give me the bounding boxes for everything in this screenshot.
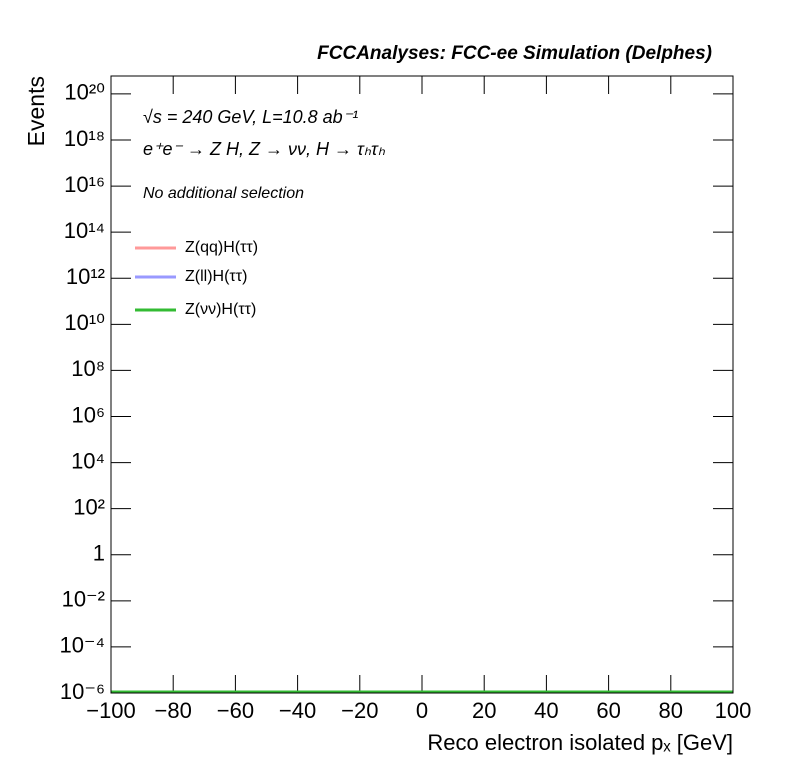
y-tick-label: 10⁸ bbox=[71, 356, 105, 381]
y-tick-label: 10² bbox=[73, 494, 105, 519]
x-tick-label: −20 bbox=[341, 698, 378, 723]
x-tick-label: −40 bbox=[279, 698, 316, 723]
y-tick-label: 10⁻⁶ bbox=[60, 679, 105, 704]
legend-label: Z(ll)H(ττ) bbox=[185, 268, 247, 285]
y-axis-label: Events bbox=[23, 76, 49, 146]
x-tick-label: −60 bbox=[217, 698, 254, 723]
y-tick-label: 10⁻⁴ bbox=[59, 633, 105, 658]
y-tick-label: 10⁻² bbox=[62, 587, 105, 612]
legend-label: Z(qq)H(ττ) bbox=[185, 239, 258, 256]
y-tick-label: 10¹⁸ bbox=[64, 126, 105, 151]
y-tick-label: 10²⁰ bbox=[64, 80, 105, 105]
x-tick-label: 80 bbox=[659, 698, 683, 723]
x-tick-label: −100 bbox=[86, 698, 136, 723]
annotation: √s = 240 GeV, L=10.8 ab⁻¹ bbox=[143, 107, 358, 127]
legend-label: Z(νν)H(ττ) bbox=[185, 301, 256, 318]
y-tick-label: 10¹⁴ bbox=[64, 218, 105, 243]
x-tick-label: 0 bbox=[416, 698, 428, 723]
y-tick-label: 10¹² bbox=[66, 264, 105, 289]
x-tick-label: 20 bbox=[472, 698, 496, 723]
y-tick-label: 10¹⁶ bbox=[64, 172, 105, 197]
x-tick-label: −80 bbox=[155, 698, 192, 723]
annotation: No additional selection bbox=[143, 185, 304, 202]
chart-title: FCCAnalyses: FCC-ee Simulation (Delphes) bbox=[317, 43, 712, 64]
x-axis-label: Reco electron isolated pₓ [GeV] bbox=[427, 730, 733, 755]
y-tick-label: 10⁴ bbox=[71, 448, 105, 473]
plot-frame bbox=[110, 75, 734, 694]
x-tick-label: 40 bbox=[534, 698, 558, 723]
y-tick-label: 10⁶ bbox=[71, 402, 105, 427]
x-tick-label: 100 bbox=[715, 698, 752, 723]
y-tick-label: 10¹⁰ bbox=[64, 310, 105, 335]
y-tick-label: 1 bbox=[93, 541, 105, 566]
x-tick-label: 60 bbox=[596, 698, 620, 723]
annotation: e⁺e⁻ → Z H, Z → νν, H → τₕτₕ bbox=[143, 139, 386, 159]
